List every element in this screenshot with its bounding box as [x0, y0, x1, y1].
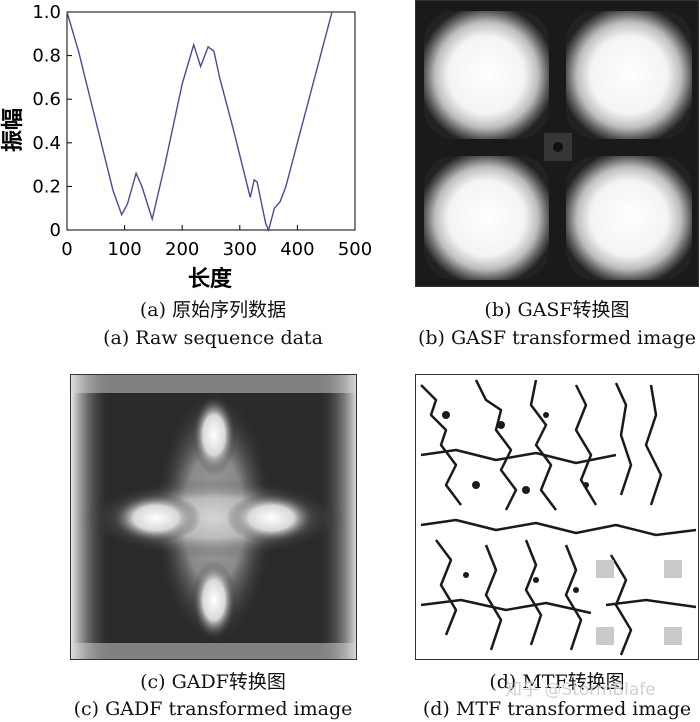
caption-d-en: (d) MTF transformed image	[422, 698, 692, 720]
caption-d-cn: (d) MTF转换图	[489, 671, 625, 693]
caption-a-cn: (a) 原始序列数据	[139, 299, 287, 321]
y-tick-label: 0.8	[32, 46, 61, 67]
y-tick-label: 0.6	[32, 89, 61, 110]
mtf-image	[415, 374, 699, 660]
panel-a: 0 100 200 300 400 500 0 0.2 0.4 0.6 0.8 1.0 长度 振幅	[0, 0, 380, 300]
y-axis-label: 振幅	[1, 108, 26, 152]
caption-b-cn: (b) GASF转换图	[484, 299, 630, 321]
y-tick-label: 0.2	[32, 176, 61, 197]
x-tick-label: 500	[338, 239, 372, 260]
y-tick-label: 0.4	[32, 133, 61, 154]
watermark: 知乎 @StormBlafe	[505, 680, 656, 700]
caption-c-cn: (c) GADF转换图	[140, 671, 286, 693]
caption-c-en: (c) GADF transformed image	[73, 698, 353, 720]
x-tick-label: 200	[165, 239, 199, 260]
x-tick-label: 400	[280, 239, 314, 260]
series-line	[66, 11, 333, 233]
raw-sequence-chart: 0 100 200 300 400 500 0 0.2 0.4 0.6 0.8 1.0 长度 振幅	[1, 2, 372, 292]
gasf-image	[415, 0, 699, 287]
caption-a-en: (a) Raw sequence data	[103, 327, 323, 349]
x-tick-label: 0	[61, 239, 72, 260]
x-tick-label: 300	[223, 239, 257, 260]
y-tick-label: 1.0	[32, 2, 61, 23]
y-tick-label: 0	[50, 220, 61, 241]
x-axis-label: 长度	[188, 266, 233, 292]
caption-b-en: (b) GASF transformed image	[417, 327, 697, 349]
plot-frame	[66, 11, 356, 231]
x-tick-label: 100	[107, 239, 141, 260]
gadf-image	[70, 374, 357, 660]
